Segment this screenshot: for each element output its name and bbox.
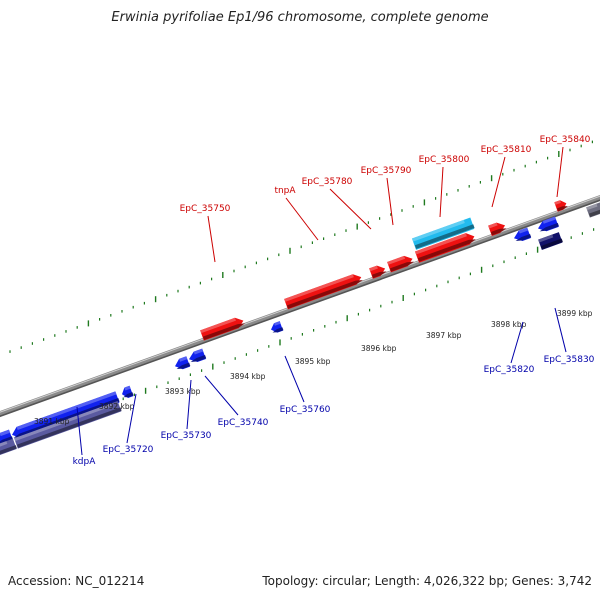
scale-label: 3894 kbp bbox=[230, 372, 266, 381]
callout-line bbox=[284, 355, 305, 403]
callout-line bbox=[556, 146, 564, 198]
gene-label: EpC_35820 bbox=[484, 365, 535, 375]
callout-line bbox=[439, 166, 444, 218]
scale-label: 3896 kbp bbox=[361, 344, 397, 353]
gene-label: EpC_35730 bbox=[161, 431, 212, 441]
scale-labels: 3891 kbp 3892 kbp 3893 kbp 3894 kbp 3895 kbp… bbox=[34, 309, 593, 426]
accession-text: Accession: NC_012214 bbox=[8, 574, 145, 588]
callout-line bbox=[285, 197, 319, 241]
genome-summary-text: Topology: circular; Length: 4,026,322 bp… bbox=[262, 574, 592, 588]
callout-line bbox=[491, 156, 506, 208]
gene-arrow-kdpA bbox=[12, 391, 120, 439]
callout-line bbox=[554, 307, 567, 353]
scale-label: 3895 kbp bbox=[295, 357, 331, 366]
callout-line bbox=[204, 375, 239, 416]
gene-label: EpC_35760 bbox=[280, 405, 331, 415]
gene-label: EpC_35800 bbox=[419, 155, 470, 165]
gene-arrow-epc35730 bbox=[175, 356, 191, 370]
gene-label: tnpA bbox=[274, 186, 296, 196]
callout-line bbox=[207, 215, 216, 263]
scale-label: 3892 kbp bbox=[99, 402, 135, 411]
gene-label: EpC_35750 bbox=[180, 204, 231, 214]
gene-arrow-epc35800 bbox=[414, 233, 476, 263]
gene-arrow-epc35740 bbox=[189, 348, 207, 363]
callout-line bbox=[126, 393, 137, 444]
scale-label: 3898 kbp bbox=[491, 320, 527, 329]
map-title: Erwinia pyrifoliae Ep1/96 chromosome, co… bbox=[111, 10, 489, 25]
gene-arrow-epc35820 bbox=[514, 227, 532, 242]
gene-features bbox=[0, 200, 600, 457]
scale-label: 3899 kbp bbox=[557, 309, 593, 318]
gene-box-kdp-pale-left bbox=[0, 438, 17, 457]
gene-label: EpC_35840 bbox=[540, 135, 591, 145]
gene-box-right-edge bbox=[586, 201, 600, 218]
gene-box-kdp-pale bbox=[14, 400, 122, 449]
gene-arrow-epc35840 bbox=[554, 200, 568, 212]
gene-label: EpC_35790 bbox=[361, 166, 412, 176]
gene-arrow-tnpA bbox=[284, 274, 363, 310]
scale-label: 3893 kbp bbox=[165, 387, 201, 396]
gene-arrow-epc35780 bbox=[369, 265, 387, 279]
gene-label: EpC_35720 bbox=[103, 445, 154, 455]
gene-label: EpC_35740 bbox=[218, 418, 269, 428]
gene-arrow-epc35790 bbox=[387, 255, 415, 273]
tick-marks bbox=[0, 140, 595, 445]
callout-line bbox=[76, 406, 83, 456]
scale-label: 3897 kbp bbox=[426, 331, 462, 340]
gene-label: kdpA bbox=[73, 457, 97, 467]
chromosome-backbone bbox=[0, 194, 600, 418]
gene-label: EpC_35780 bbox=[302, 177, 353, 187]
callout-line bbox=[510, 321, 524, 364]
scale-label: 3891 kbp bbox=[34, 417, 70, 426]
backbone-line bbox=[0, 194, 600, 416]
gene-arrow-epc35810 bbox=[488, 222, 507, 236]
gene-label: EpC_35810 bbox=[481, 145, 532, 155]
gene-arrow-epc35720 bbox=[122, 385, 134, 398]
gene-box-epc35830-dark bbox=[538, 232, 563, 250]
gene-label: EpC_35830 bbox=[544, 355, 595, 365]
callout-line bbox=[329, 188, 372, 230]
gene-callouts: EpC_35750 tnpA EpC_35780 EpC_35790 EpC_35800… bbox=[73, 135, 595, 467]
gene-arrow-epc35830 bbox=[538, 216, 559, 232]
gene-arrow-epc35760 bbox=[271, 321, 284, 333]
callout-line bbox=[386, 177, 394, 226]
gene-arrow-epc35750 bbox=[200, 317, 245, 341]
callout-line bbox=[186, 379, 192, 430]
rna-box-epc35800 bbox=[411, 217, 475, 250]
